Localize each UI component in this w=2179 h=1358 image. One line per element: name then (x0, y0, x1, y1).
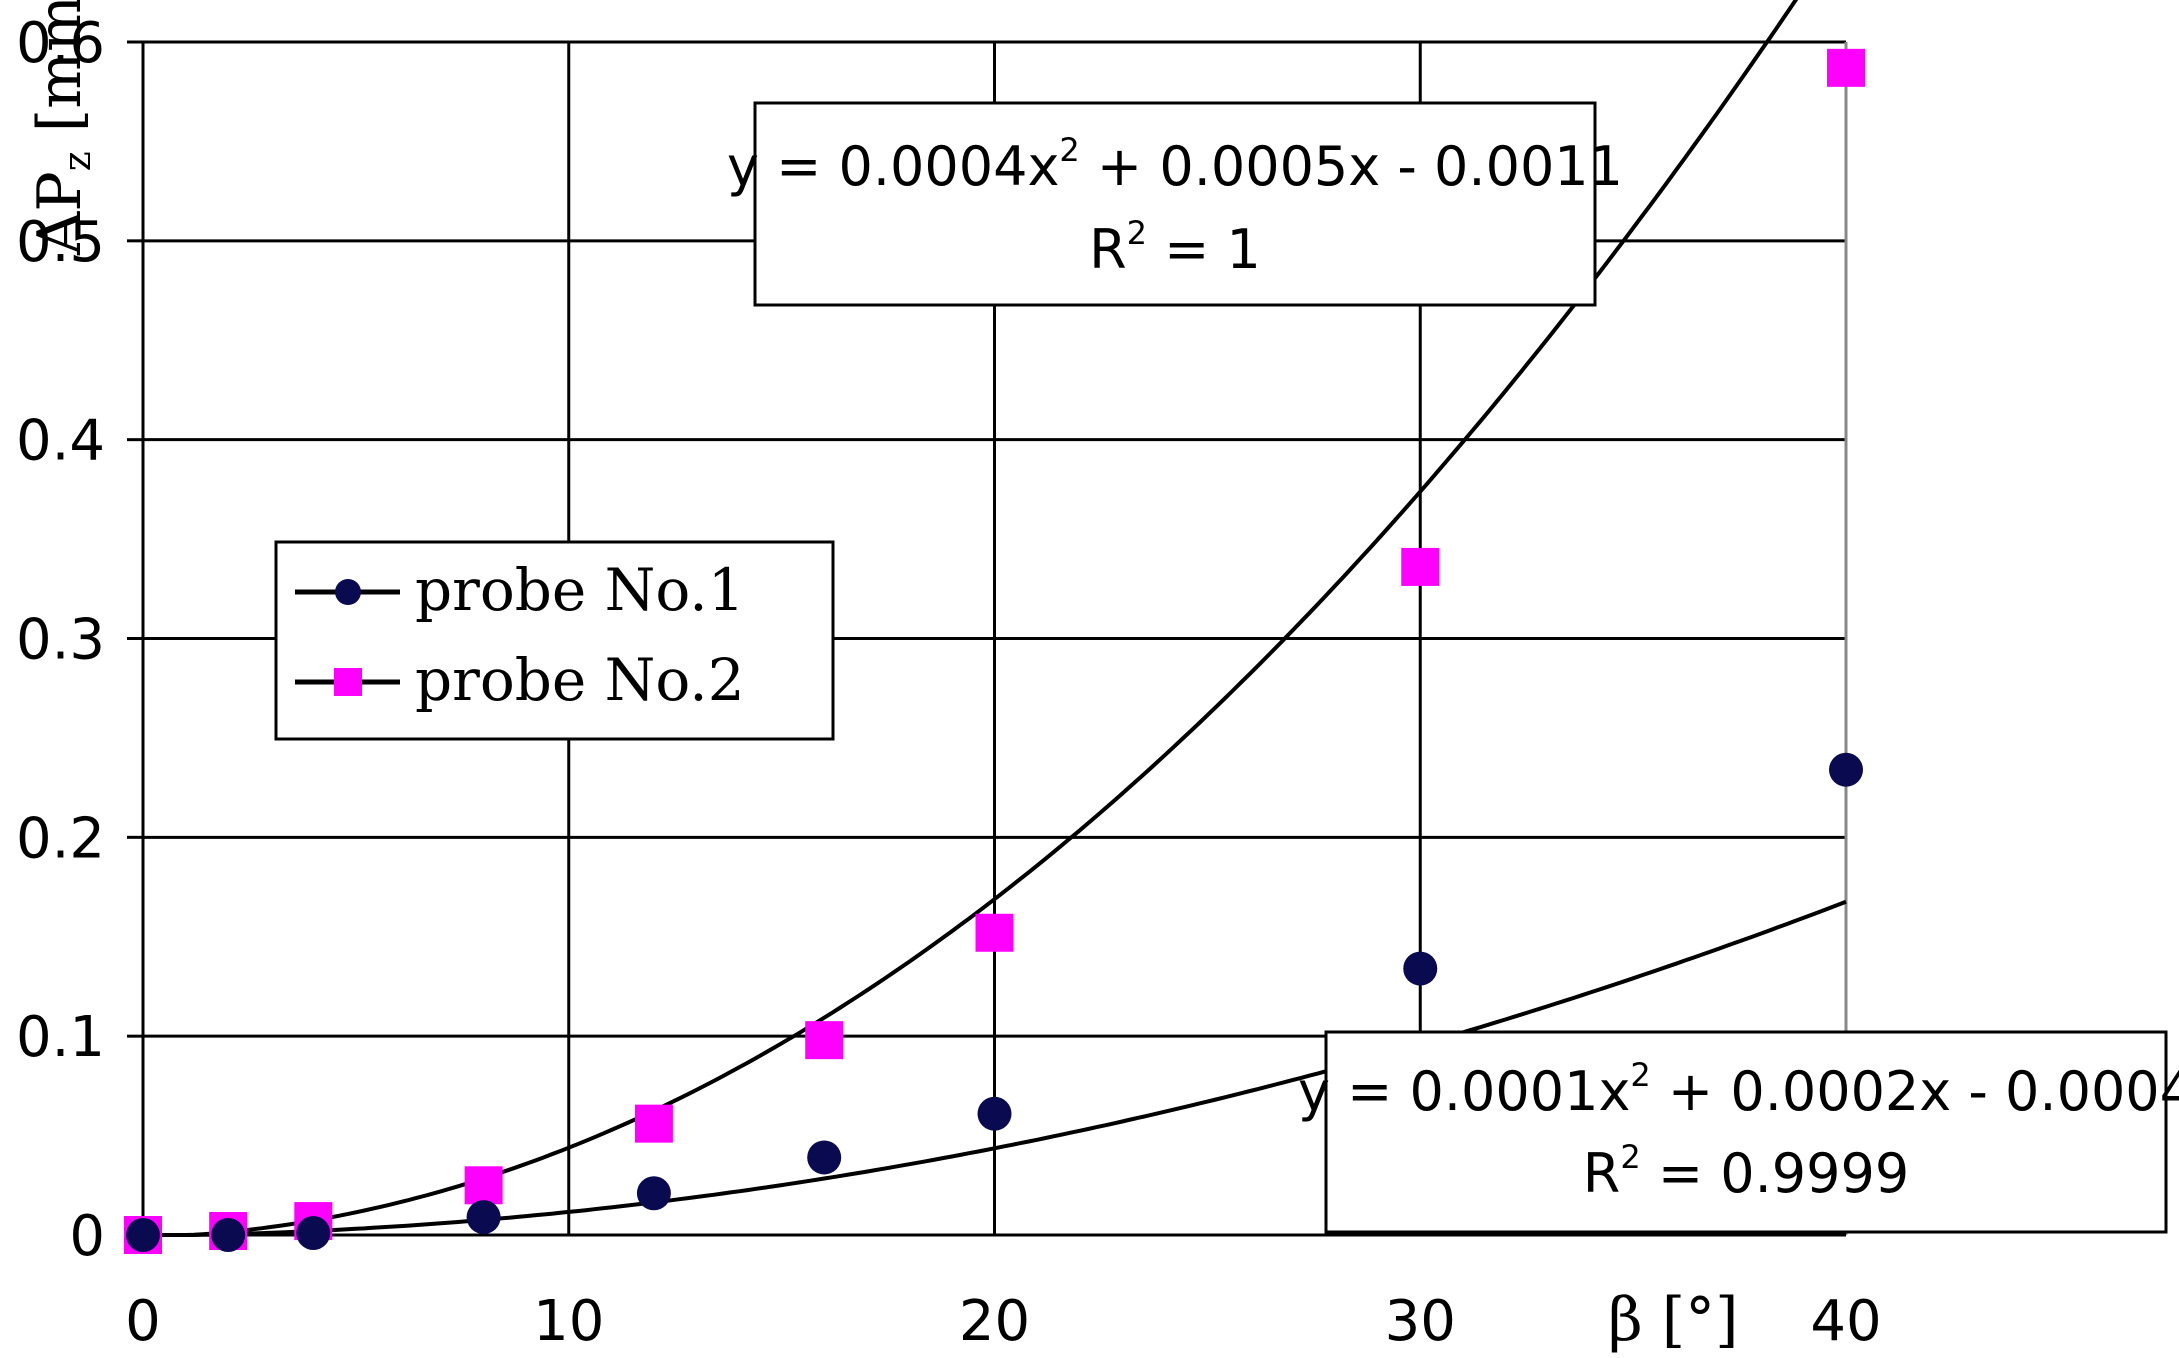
y-axis-title: APz [mm] (25, 0, 99, 256)
y-tick-label: 0.1 (16, 1005, 105, 1070)
data-point-probe-2 (464, 1166, 503, 1205)
data-point-probe-1 (807, 1140, 842, 1175)
y-tick-label: 0.4 (16, 409, 105, 474)
data-point-probe-2 (634, 1104, 673, 1143)
data-point-probe-2 (805, 1021, 844, 1060)
legend-marker-square (334, 668, 362, 696)
data-point-probe-1 (977, 1096, 1012, 1131)
x-tick-label: 0 (125, 1289, 161, 1354)
trendlines (143, 0, 1847, 1237)
data-point-probe-1 (1403, 951, 1438, 986)
legend-item-probe-2: probe No.2 (295, 646, 745, 714)
data-point-probe-1 (1829, 752, 1863, 787)
legend: probe No.1 probe No.2 (274, 540, 835, 741)
x-axis-title: β [°] (1608, 1285, 1739, 1355)
trendline-equation-probe-2: y = 0.0004x2 + 0.0005x - 0.0011 R2 = 1 (727, 101, 1623, 307)
data-point-probe-2 (1827, 48, 1865, 87)
svg-text:y = 0.0004x2 + 0.0005x - 0.001: y = 0.0004x2 + 0.0005x - 0.0011 (727, 131, 1623, 198)
y-tick-label: 0.5 (16, 210, 105, 275)
y-tick-label: 0.3 (16, 608, 105, 673)
svg-text:y = 0.0001x2 + 0.0002x - 0.000: y = 0.0001x2 + 0.0002x - 0.0004 (1298, 1056, 2179, 1123)
svg-text:probe No.1: probe No.1 (415, 556, 745, 624)
data-point-probe-1 (636, 1176, 671, 1211)
y-tick-label: 0.6 (16, 11, 105, 76)
trendline-2 (143, 0, 1799, 1237)
axes (127, 40, 1846, 1237)
legend-item-probe-1: probe No.1 (295, 556, 745, 624)
x-tick-label: 10 (533, 1289, 604, 1354)
data-point-probe-1 (466, 1200, 501, 1235)
legend-marker-circle (335, 579, 361, 605)
svg-text:probe No.2: probe No.2 (415, 646, 745, 714)
x-tick-label: 40 (1810, 1289, 1881, 1354)
svg-text:R2 = 0.9999: R2 = 0.9999 (1583, 1138, 1909, 1205)
trendline-equation-probe-1: y = 0.0001x2 + 0.0002x - 0.0004 R2 = 0.9… (1298, 1030, 2179, 1234)
data-point-probe-1 (296, 1216, 331, 1251)
x-tick-label: 30 (1385, 1289, 1456, 1354)
y-tick-label: 0 (69, 1204, 105, 1269)
data-markers (124, 48, 1865, 1254)
data-point-probe-1 (211, 1218, 246, 1252)
tick-labels: 0 0.1 0.2 0.3 0.4 0.5 0.6 0 10 20 30 40 (16, 11, 1882, 1354)
y-tick-label: 0.2 (16, 806, 105, 871)
svg-text:R2 = 1: R2 = 1 (1089, 214, 1261, 281)
data-point-probe-1 (126, 1218, 160, 1252)
trendline-1 (143, 899, 1847, 1237)
x-tick-label: 20 (959, 1289, 1030, 1354)
data-point-probe-2 (1401, 547, 1440, 586)
data-point-probe-2 (975, 913, 1014, 952)
